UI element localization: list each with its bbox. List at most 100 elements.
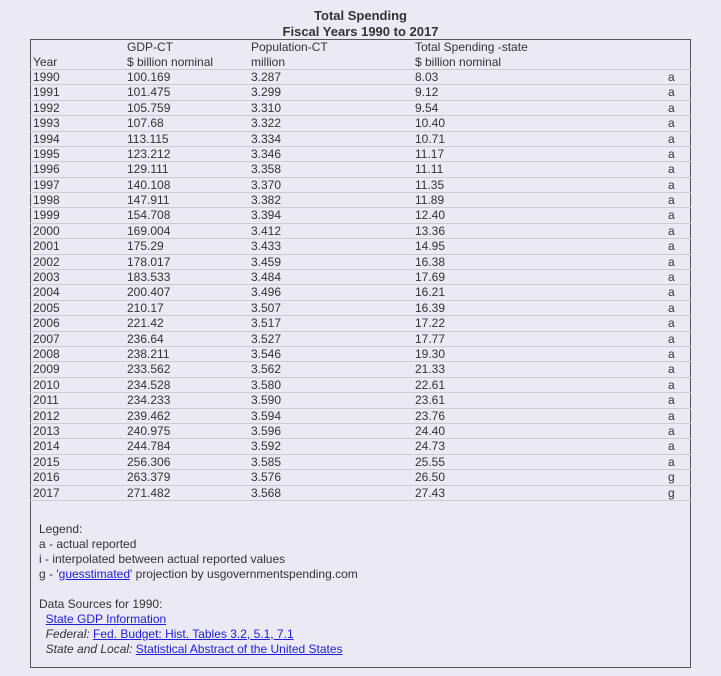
table-row: 2013240.9753.59624.40a (31, 423, 691, 438)
table-row: 1990100.1693.2878.03a (31, 69, 691, 84)
cell-year: 2017 (31, 485, 126, 500)
state-gdp-link[interactable]: State GDP Information (46, 612, 167, 626)
cell-flag: a (666, 177, 691, 192)
cell-year: 2008 (31, 347, 126, 362)
legend-box: Legend: a - actual reported i - interpol… (30, 501, 691, 668)
table-row: 2004200.4073.49616.21a (31, 285, 691, 300)
cell-pop: 3.496 (249, 285, 413, 300)
cell-pop: 3.334 (249, 131, 413, 146)
cell-flag: g (666, 470, 691, 485)
cell-gdp: 244.784 (125, 439, 249, 454)
cell-flag: a (666, 208, 691, 223)
cell-flag: a (666, 300, 691, 315)
table-row: 1993107.683.32210.40a (31, 116, 691, 131)
col-spend-header: Total Spending -state$ billion nominal (413, 40, 666, 70)
cell-pop: 3.394 (249, 208, 413, 223)
cell-spend: 27.43 (413, 485, 666, 500)
cell-flag: a (666, 331, 691, 346)
cell-year: 1996 (31, 162, 126, 177)
cell-year: 1990 (31, 69, 126, 84)
cell-spend: 23.76 (413, 408, 666, 423)
table-row: 2014244.7843.59224.73a (31, 439, 691, 454)
cell-spend: 10.71 (413, 131, 666, 146)
cell-flag: a (666, 377, 691, 392)
table-row: 2005210.173.50716.39a (31, 300, 691, 315)
cell-spend: 22.61 (413, 377, 666, 392)
cell-flag: a (666, 408, 691, 423)
federal-link[interactable]: Fed. Budget: Hist. Tables 3.2, 5.1, 7.1 (93, 627, 294, 641)
cell-flag: a (666, 69, 691, 84)
state-local-link[interactable]: Statistical Abstract of the United State… (136, 642, 343, 656)
page-subtitle: Fiscal Years 1990 to 2017 (30, 24, 691, 40)
cell-flag: a (666, 100, 691, 115)
cell-flag: a (666, 162, 691, 177)
cell-pop: 3.580 (249, 377, 413, 392)
cell-spend: 17.77 (413, 331, 666, 346)
table-row: 2003183.5333.48417.69a (31, 270, 691, 285)
table-row: 2002178.0173.45916.38a (31, 254, 691, 269)
cell-pop: 3.576 (249, 470, 413, 485)
cell-pop: 3.433 (249, 239, 413, 254)
cell-gdp: 240.975 (125, 423, 249, 438)
cell-gdp: 239.462 (125, 408, 249, 423)
table-row: 1996129.1113.35811.11a (31, 162, 691, 177)
cell-spend: 11.17 (413, 146, 666, 161)
cell-pop: 3.507 (249, 300, 413, 315)
header-row: Year GDP-CT$ billion nominal Population-… (31, 40, 691, 70)
cell-spend: 11.11 (413, 162, 666, 177)
cell-year: 1995 (31, 146, 126, 161)
table-row: 2009233.5623.56221.33a (31, 362, 691, 377)
cell-gdp: 256.306 (125, 454, 249, 469)
col-flag-header (666, 40, 691, 70)
cell-year: 2012 (31, 408, 126, 423)
cell-pop: 3.592 (249, 439, 413, 454)
cell-gdp: 210.17 (125, 300, 249, 315)
table-row: 1994113.1153.33410.71a (31, 131, 691, 146)
cell-flag: a (666, 85, 691, 100)
cell-year: 1999 (31, 208, 126, 223)
col-year-header: Year (31, 40, 126, 70)
cell-flag: a (666, 362, 691, 377)
cell-gdp: 101.475 (125, 85, 249, 100)
cell-flag: a (666, 193, 691, 208)
table-row: 2017271.4823.56827.43g (31, 485, 691, 500)
table-row: 2008238.2113.54619.30a (31, 347, 691, 362)
cell-spend: 24.40 (413, 423, 666, 438)
state-local-line: State and Local: Statistical Abstract of… (39, 642, 682, 657)
cell-year: 1998 (31, 193, 126, 208)
col-pop-header: Population-CTmillion (249, 40, 413, 70)
legend-i: i - interpolated between actual reported… (39, 552, 682, 567)
cell-gdp: 129.111 (125, 162, 249, 177)
cell-pop: 3.412 (249, 223, 413, 238)
cell-flag: a (666, 146, 691, 161)
cell-pop: 3.287 (249, 69, 413, 84)
table-row: 2010234.5283.58022.61a (31, 377, 691, 392)
cell-flag: a (666, 347, 691, 362)
cell-year: 2016 (31, 470, 126, 485)
cell-gdp: 113.115 (125, 131, 249, 146)
cell-year: 2005 (31, 300, 126, 315)
cell-pop: 3.370 (249, 177, 413, 192)
cell-year: 2004 (31, 285, 126, 300)
cell-pop: 3.382 (249, 193, 413, 208)
cell-year: 2015 (31, 454, 126, 469)
cell-gdp: 233.562 (125, 362, 249, 377)
guesstimated-link[interactable]: guesstimated (59, 567, 130, 581)
cell-gdp: 263.379 (125, 470, 249, 485)
cell-spend: 21.33 (413, 362, 666, 377)
cell-gdp: 234.528 (125, 377, 249, 392)
cell-gdp: 105.759 (125, 100, 249, 115)
cell-year: 1991 (31, 85, 126, 100)
cell-gdp: 154.708 (125, 208, 249, 223)
spending-table: Year GDP-CT$ billion nominal Population-… (30, 39, 691, 501)
cell-year: 2011 (31, 393, 126, 408)
cell-flag: a (666, 131, 691, 146)
cell-year: 2013 (31, 423, 126, 438)
table-row: 2011234.2333.59023.61a (31, 393, 691, 408)
cell-spend: 14.95 (413, 239, 666, 254)
cell-gdp: 175.29 (125, 239, 249, 254)
cell-year: 2007 (31, 331, 126, 346)
cell-spend: 12.40 (413, 208, 666, 223)
cell-gdp: 271.482 (125, 485, 249, 500)
cell-spend: 19.30 (413, 347, 666, 362)
